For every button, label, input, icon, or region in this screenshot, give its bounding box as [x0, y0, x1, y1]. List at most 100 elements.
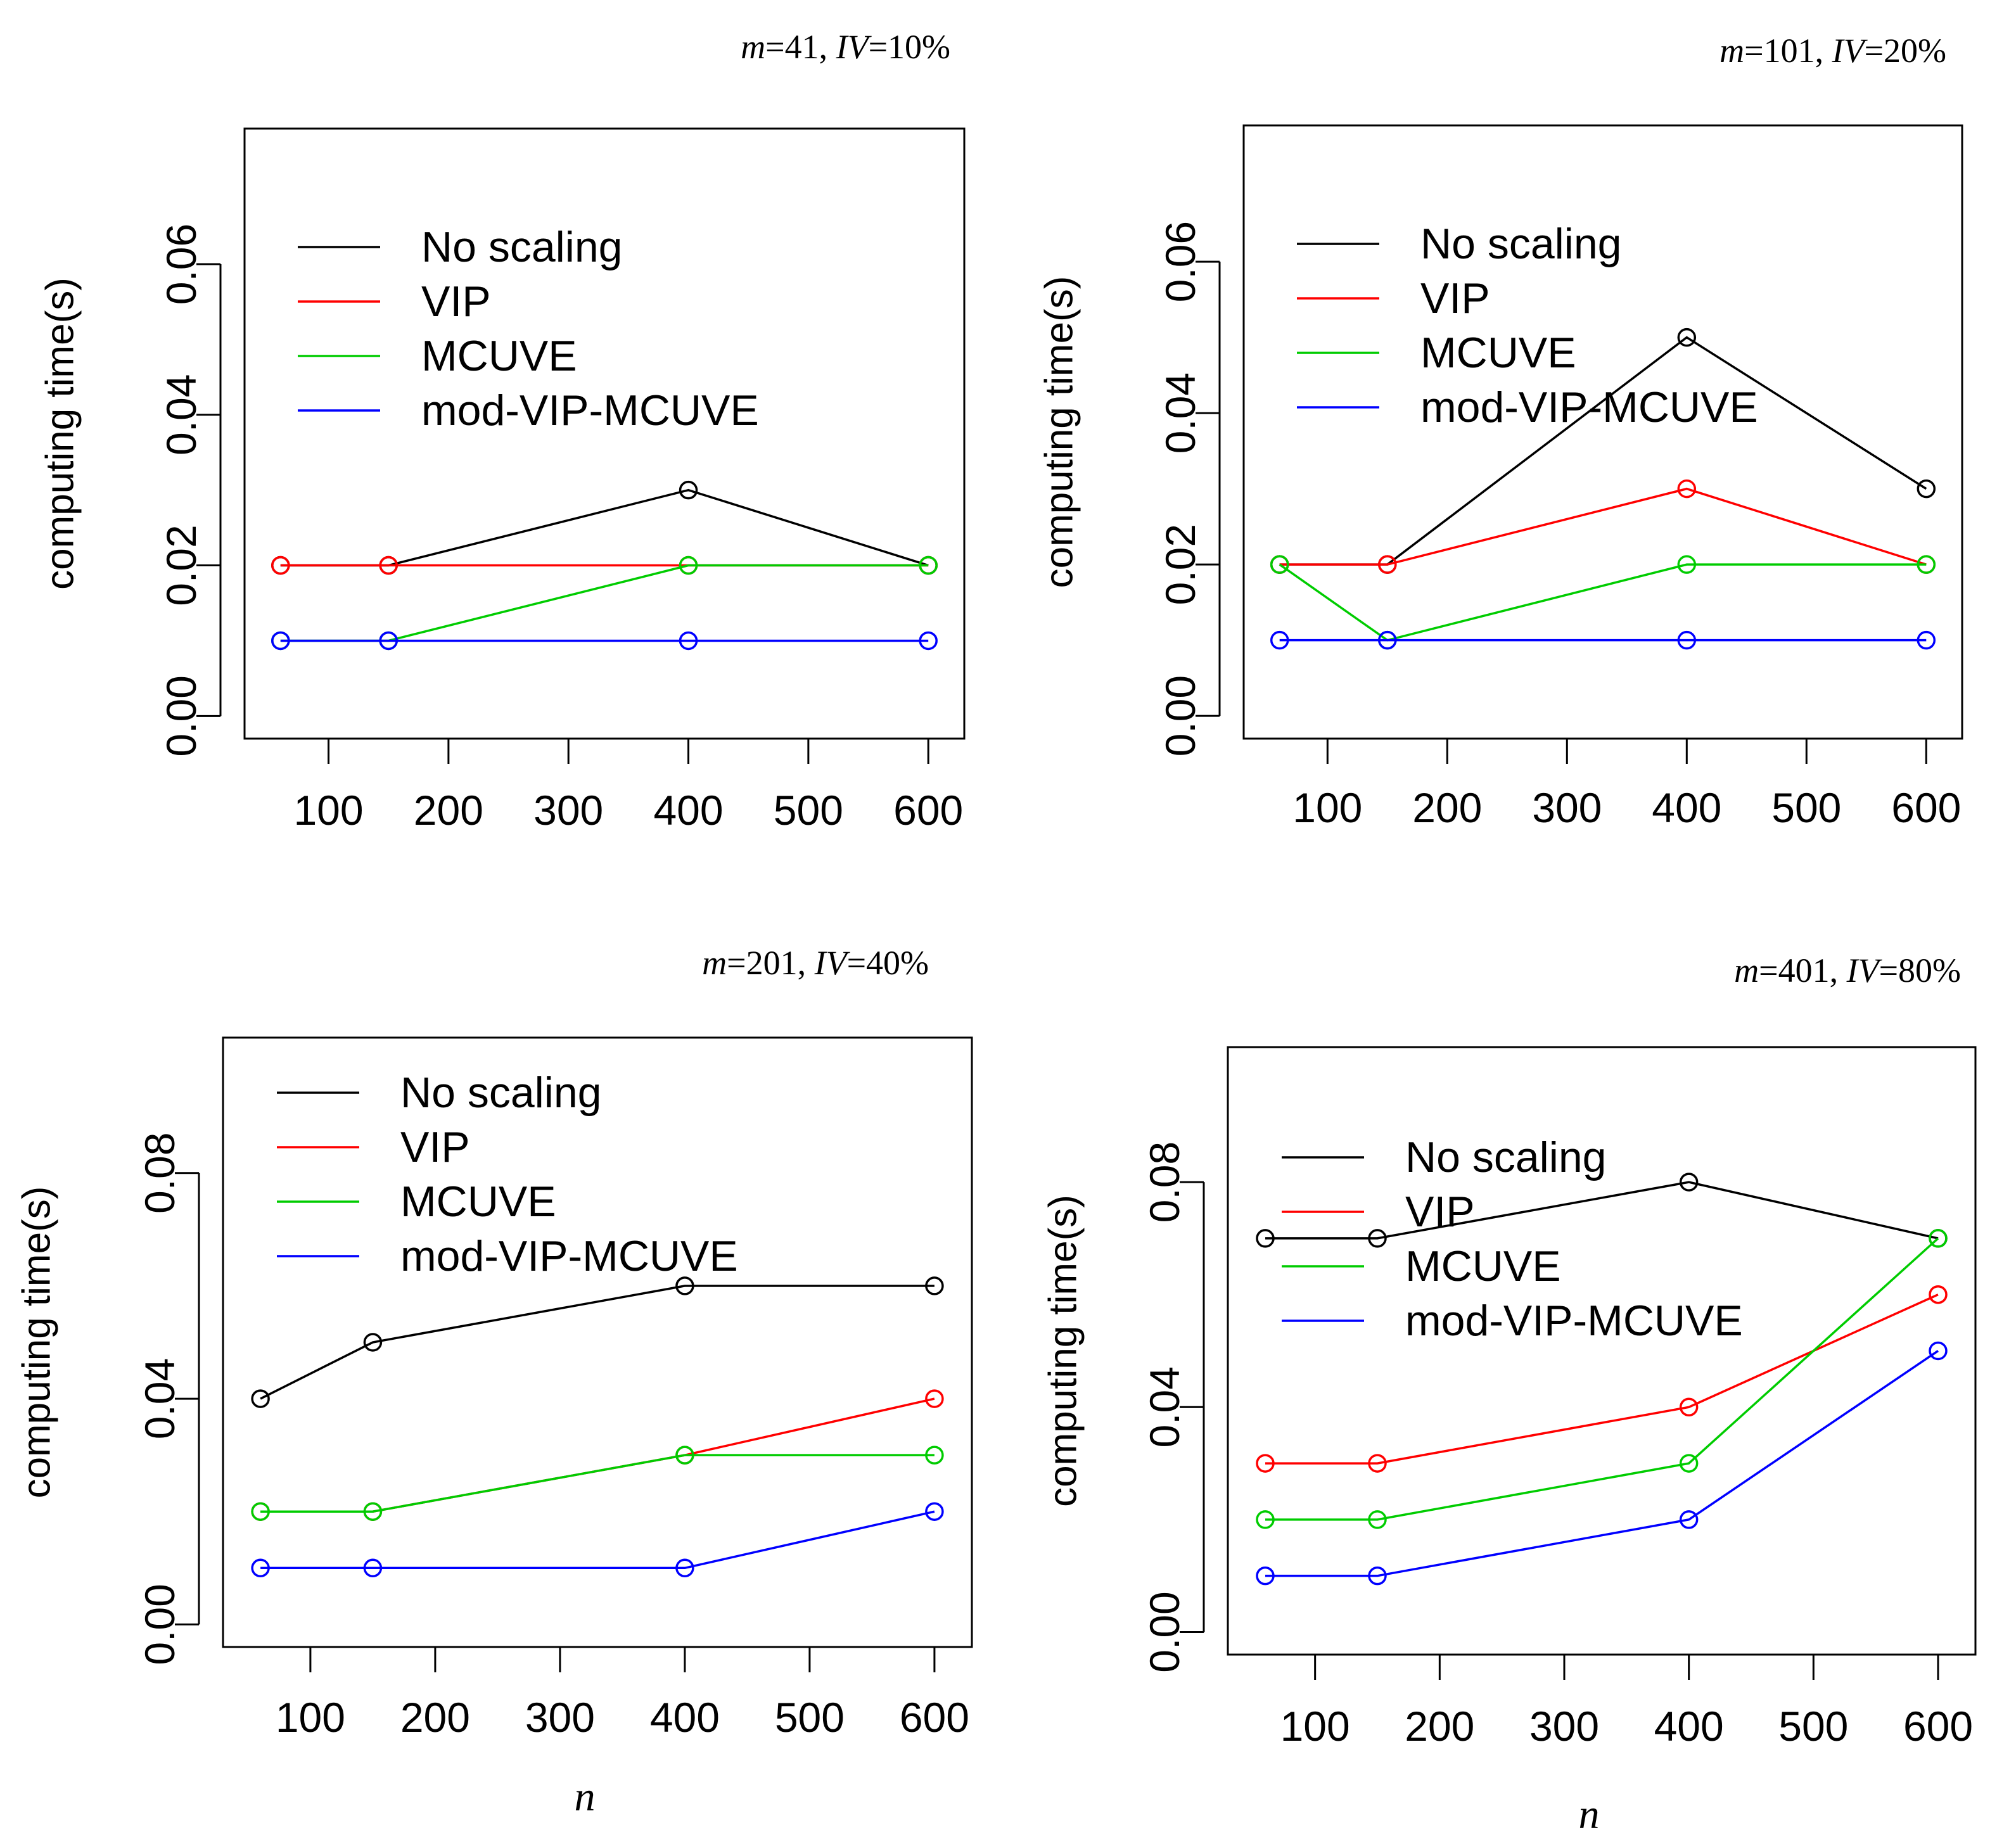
x-tick-label: 100: [1292, 784, 1362, 831]
legend: No scaling VIP MCUVE mod-VIP-MCUVE: [1282, 1133, 1743, 1345]
panel-title: m=201, IV=40%: [702, 944, 929, 982]
x-tick-label: 200: [414, 787, 483, 834]
data-point: [379, 556, 398, 575]
x-tick-label: 600: [893, 787, 963, 834]
panel-title: m=401, IV=80%: [1734, 951, 1961, 989]
data-point: [1679, 1397, 1699, 1417]
data-point: [1368, 1229, 1387, 1248]
data-point: [1677, 630, 1697, 650]
data-point: [363, 1502, 383, 1521]
y-tick-label: 0.00: [1141, 1591, 1188, 1672]
legend-label: No scaling: [1420, 220, 1622, 268]
data-point: [1677, 479, 1697, 499]
data-point: [1256, 1229, 1275, 1248]
data-point: [1368, 1566, 1387, 1586]
y-tick-label: 0.04: [158, 374, 205, 455]
y-tick-label: 0.04: [136, 1358, 183, 1439]
x-tick-label: 500: [775, 1694, 845, 1741]
legend-label: VIP: [400, 1123, 470, 1171]
y-tick-label: 0.00: [1157, 675, 1204, 756]
data-point: [1256, 1510, 1275, 1529]
series-line-mod-vip-mcuve: [260, 1510, 935, 1570]
data-point: [1378, 630, 1397, 650]
data-point: [1256, 1566, 1275, 1586]
y-axis-title: computing time(s): [15, 1186, 59, 1499]
legend-label: mod-VIP-MCUVE: [1420, 383, 1758, 431]
data-point: [1368, 1454, 1387, 1473]
series-line-mcuve: [280, 564, 929, 642]
data-point: [1256, 1454, 1275, 1473]
chart-panel-1: 100 200 300 400 500 600 0.00 0.02 0.04 0.06 comput…: [39, 28, 966, 834]
series-line-no-scaling: [1279, 336, 1927, 566]
x-tick-label: 600: [900, 1694, 969, 1741]
x-tick-label: 300: [525, 1694, 595, 1741]
data-point: [271, 631, 290, 651]
data-point: [679, 631, 698, 651]
plot-frame: [1242, 124, 1963, 740]
data-point: [1368, 1510, 1387, 1529]
x-tick-label: 100: [1280, 1703, 1350, 1750]
y-tick-label: 0.08: [1141, 1141, 1188, 1223]
data-point: [1679, 1510, 1699, 1529]
x-tick-label: 500: [1778, 1703, 1848, 1750]
x-tick-label: 300: [1532, 784, 1602, 831]
chart-panel-2: 100 200 300 400 500 600 0.00 0.02 0.04 0.06 comput…: [1038, 32, 1963, 831]
x-tick-label: 200: [400, 1694, 470, 1741]
plot-frame: [1227, 1046, 1977, 1656]
legend-label: No scaling: [400, 1069, 602, 1117]
data-point: [1679, 1454, 1699, 1473]
legend-label: VIP: [1405, 1188, 1475, 1236]
data-point: [251, 1558, 270, 1578]
chart-panel-3: 100 200 300 400 500 600 0.00 0.04 0.08 computing …: [15, 944, 973, 1820]
x-tick-label: 100: [276, 1694, 345, 1741]
x-tick-label: 400: [650, 1694, 720, 1741]
panel-title: m=41, IV=10%: [741, 28, 950, 66]
series-line-no-scaling: [1265, 1181, 1939, 1240]
x-tick-label: 600: [1891, 784, 1961, 831]
data-point: [271, 556, 290, 575]
series-line-mod-vip-mcuve: [1265, 1350, 1939, 1577]
legend-label: mod-VIP-MCUVE: [1405, 1297, 1743, 1345]
legend: No scaling VIP MCUVE mod-VIP-MCUVE: [298, 223, 759, 435]
y-tick-label: 0.06: [1157, 221, 1204, 302]
data-point: [1677, 327, 1697, 347]
data-point: [1917, 555, 1936, 574]
x-tick-label: 400: [1652, 784, 1721, 831]
data-point: [1378, 555, 1397, 574]
y-tick-label: 0.00: [158, 675, 205, 756]
legend-label: VIP: [421, 277, 491, 326]
x-axis-title: n: [1579, 1791, 1600, 1838]
series-line-no-scaling: [260, 1285, 935, 1400]
x-tick-label: 100: [293, 787, 363, 834]
data-point: [675, 1558, 694, 1578]
legend: No scaling VIP MCUVE mod-VIP-MCUVE: [277, 1069, 738, 1280]
series-line-vip: [1279, 487, 1927, 566]
legend-label: No scaling: [1405, 1133, 1607, 1181]
x-tick-label: 300: [533, 787, 603, 834]
data-point: [1929, 1285, 1948, 1304]
data-point: [1929, 1229, 1948, 1248]
data-point: [251, 1389, 270, 1408]
data-point: [679, 480, 698, 500]
data-point: [1679, 1173, 1699, 1192]
data-point: [379, 631, 398, 651]
legend-label: mod-VIP-MCUVE: [421, 386, 759, 435]
data-point: [1929, 1341, 1948, 1361]
panel-title: m=101, IV=20%: [1719, 32, 1946, 70]
data-point: [925, 1502, 944, 1521]
data-point: [925, 1389, 944, 1408]
legend-label: MCUVE: [1405, 1242, 1561, 1290]
data-point: [1917, 630, 1936, 650]
data-point: [1677, 555, 1697, 574]
data-point: [919, 556, 938, 575]
x-tick-label: 200: [1405, 1703, 1474, 1750]
x-tick-label: 300: [1529, 1703, 1599, 1750]
legend-label: MCUVE: [421, 332, 577, 380]
plot-frame: [243, 127, 966, 740]
y-tick-label: 0.02: [158, 525, 205, 606]
x-tick-label: 500: [1771, 784, 1841, 831]
data-point: [919, 631, 938, 651]
data-point: [925, 1446, 944, 1465]
y-tick-label: 0.04: [1157, 372, 1204, 454]
